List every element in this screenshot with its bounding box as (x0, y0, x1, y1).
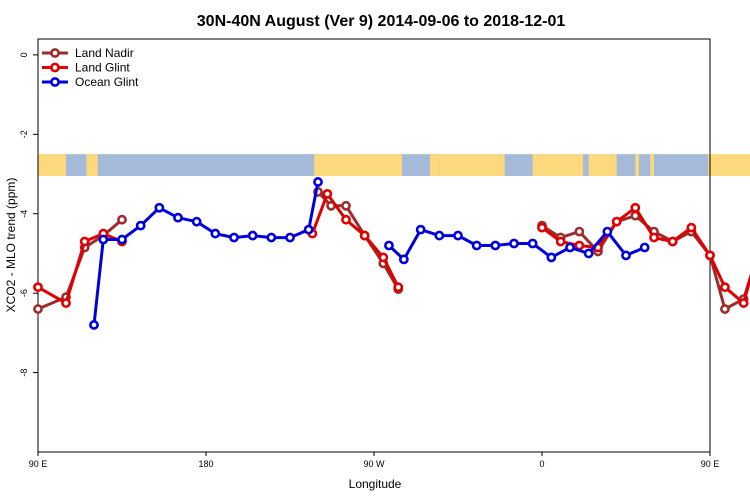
data-point (191, 216, 202, 227)
y-tick-label: -6 (19, 289, 29, 297)
data-point (720, 282, 730, 293)
data-point (574, 240, 585, 251)
x-axis-label: Longitude (349, 477, 402, 491)
data-point (471, 240, 482, 251)
data-point (303, 224, 314, 235)
data-point (649, 232, 659, 243)
series-line (541, 214, 750, 311)
data-point (583, 248, 594, 259)
data-point (247, 230, 258, 241)
data-point (384, 240, 394, 251)
legend-label: Ocean Glint (75, 75, 139, 89)
map-land (635, 154, 640, 177)
x-axis: 90 E 180 90 W 0 90 E (29, 452, 720, 469)
map-land (532, 154, 584, 177)
y-axis: 0 -2 -4 -6 -8 (19, 52, 38, 377)
series-land-glint (33, 188, 750, 308)
data-point (574, 226, 585, 237)
x-tick-label: 90 W (363, 459, 385, 469)
data-point (33, 282, 43, 293)
data-point (490, 240, 501, 251)
data-point (537, 222, 547, 233)
data-point (639, 242, 650, 253)
data-point (602, 226, 613, 237)
x-tick-label: 180 (198, 459, 213, 469)
series-ocean-glint (89, 177, 650, 330)
series-line (310, 192, 400, 288)
data-point (266, 232, 277, 243)
data-point (621, 250, 631, 261)
map-land (708, 154, 750, 177)
data-point (229, 232, 239, 243)
data-point (393, 282, 404, 293)
data-point (398, 254, 409, 265)
legend-label: Land Glint (75, 61, 130, 75)
data-point (546, 252, 557, 263)
data-point (210, 228, 221, 239)
data-point (173, 212, 183, 223)
data-point (738, 298, 749, 308)
y-tick-label: -4 (19, 210, 29, 218)
data-point (322, 188, 333, 199)
data-point (527, 238, 538, 249)
y-tick-label: -8 (19, 369, 29, 377)
x-tick-label: 90 E (701, 459, 720, 469)
data-point (611, 216, 622, 227)
legend-label: Land Nadir (75, 46, 134, 60)
y-tick-label: 0 (19, 52, 29, 57)
data-point (341, 214, 351, 225)
series-layer (33, 177, 750, 330)
data-point (509, 238, 519, 249)
map-land (430, 154, 440, 177)
data-point (117, 214, 127, 225)
data-point (33, 304, 43, 314)
x-tick-label: 90 E (29, 459, 48, 469)
data-point (565, 242, 575, 253)
map-land (650, 154, 654, 177)
data-point (359, 230, 370, 241)
map-land (314, 154, 402, 177)
map-land (38, 154, 66, 177)
data-point (98, 234, 109, 245)
data-point (415, 224, 426, 235)
chart-title: 30N-40N August (Ver 9) 2014-09-06 to 201… (197, 13, 566, 30)
data-point (667, 236, 678, 247)
world-map-band (38, 154, 750, 177)
data-point (285, 232, 295, 243)
map-land (86, 154, 98, 177)
data-point (686, 222, 697, 233)
x-tick-label: 0 (539, 459, 544, 469)
data-point (555, 236, 566, 247)
data-point (720, 304, 730, 314)
legend-marker (50, 77, 60, 87)
data-point (79, 236, 90, 247)
data-point (61, 298, 71, 308)
y-axis-label: XCO2 - MLO trend (ppm) (4, 178, 18, 313)
data-point (453, 230, 463, 241)
series-line (37, 232, 123, 305)
data-point (313, 177, 323, 187)
data-point (89, 320, 99, 330)
map-land (439, 154, 505, 177)
data-point (341, 200, 351, 211)
data-point (117, 234, 127, 245)
series-line (92, 181, 320, 326)
data-point (434, 230, 445, 241)
data-point (154, 202, 165, 213)
legend-marker (50, 62, 60, 73)
data-point (378, 252, 389, 263)
data-point (630, 202, 641, 213)
y-tick-label: -2 (19, 130, 29, 138)
legend-marker (50, 48, 60, 58)
data-point (135, 220, 146, 231)
data-point (705, 250, 715, 261)
map-land (588, 154, 617, 177)
